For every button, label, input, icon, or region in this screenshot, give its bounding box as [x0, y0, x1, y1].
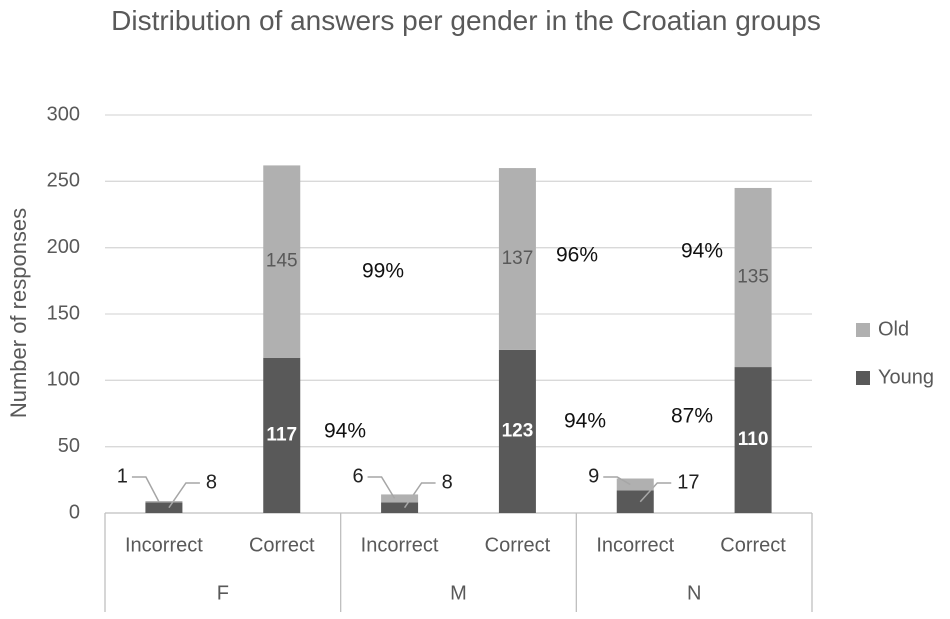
y-tick-label: 150 — [47, 302, 80, 324]
legend-swatch — [856, 371, 870, 385]
y-tick-label: 0 — [69, 501, 80, 523]
bar-segment — [381, 502, 419, 513]
annotation: 87% — [671, 405, 713, 428]
y-tick-label: 200 — [47, 236, 80, 258]
data-label: 137 — [502, 248, 534, 269]
legend-label: Young — [878, 366, 934, 388]
annotation: 94% — [681, 240, 723, 263]
x-tick-label: Incorrect — [125, 534, 203, 556]
group-label: F — [217, 582, 229, 604]
data-label: 110 — [738, 429, 769, 450]
x-tick-label: Incorrect — [361, 534, 439, 556]
data-label: 123 — [502, 420, 534, 441]
chart-title: Distribution of answers per gender in th… — [111, 5, 821, 36]
annotation: 96% — [556, 244, 598, 267]
x-tick-label: Correct — [720, 534, 786, 556]
x-tick-label: Incorrect — [596, 534, 674, 556]
legend-label: Old — [878, 318, 909, 340]
leader-line — [367, 476, 396, 499]
data-label: 135 — [737, 267, 769, 288]
bar-segment — [498, 168, 536, 350]
data-label: 117 — [266, 424, 297, 445]
data-label: 145 — [266, 251, 298, 272]
bar-segment — [381, 494, 419, 503]
data-label: 17 — [677, 471, 699, 493]
data-label: 1 — [117, 465, 128, 487]
annotation: 94% — [564, 410, 606, 433]
leader-line — [603, 476, 631, 486]
legend-swatch — [856, 323, 870, 337]
y-axis-label: Number of responses — [6, 208, 31, 418]
x-tick-label: Correct — [249, 534, 315, 556]
annotation: 94% — [324, 420, 366, 443]
leader-line — [168, 482, 200, 509]
data-label: 6 — [352, 465, 363, 487]
y-tick-label: 50 — [58, 435, 80, 457]
bar-segment — [616, 478, 654, 491]
bar-segment — [145, 501, 183, 503]
annotation: 99% — [362, 260, 404, 283]
bar-segment — [145, 502, 183, 513]
bar-segment — [734, 187, 772, 368]
group-label: M — [450, 582, 467, 604]
x-tick-label: Correct — [485, 534, 551, 556]
bar-segment — [734, 367, 772, 513]
y-tick-label: 100 — [47, 369, 80, 391]
data-label: 9 — [588, 465, 599, 487]
data-label: 8 — [442, 471, 453, 493]
y-tick-label: 250 — [47, 170, 80, 192]
leader-line — [131, 476, 160, 503]
bar-segment — [498, 349, 536, 513]
leader-line — [639, 482, 672, 503]
data-label: 8 — [206, 471, 217, 493]
group-label: N — [687, 582, 701, 604]
bar-segment — [263, 165, 301, 358]
bar-segment — [263, 357, 301, 513]
y-tick-label: 300 — [47, 103, 80, 125]
